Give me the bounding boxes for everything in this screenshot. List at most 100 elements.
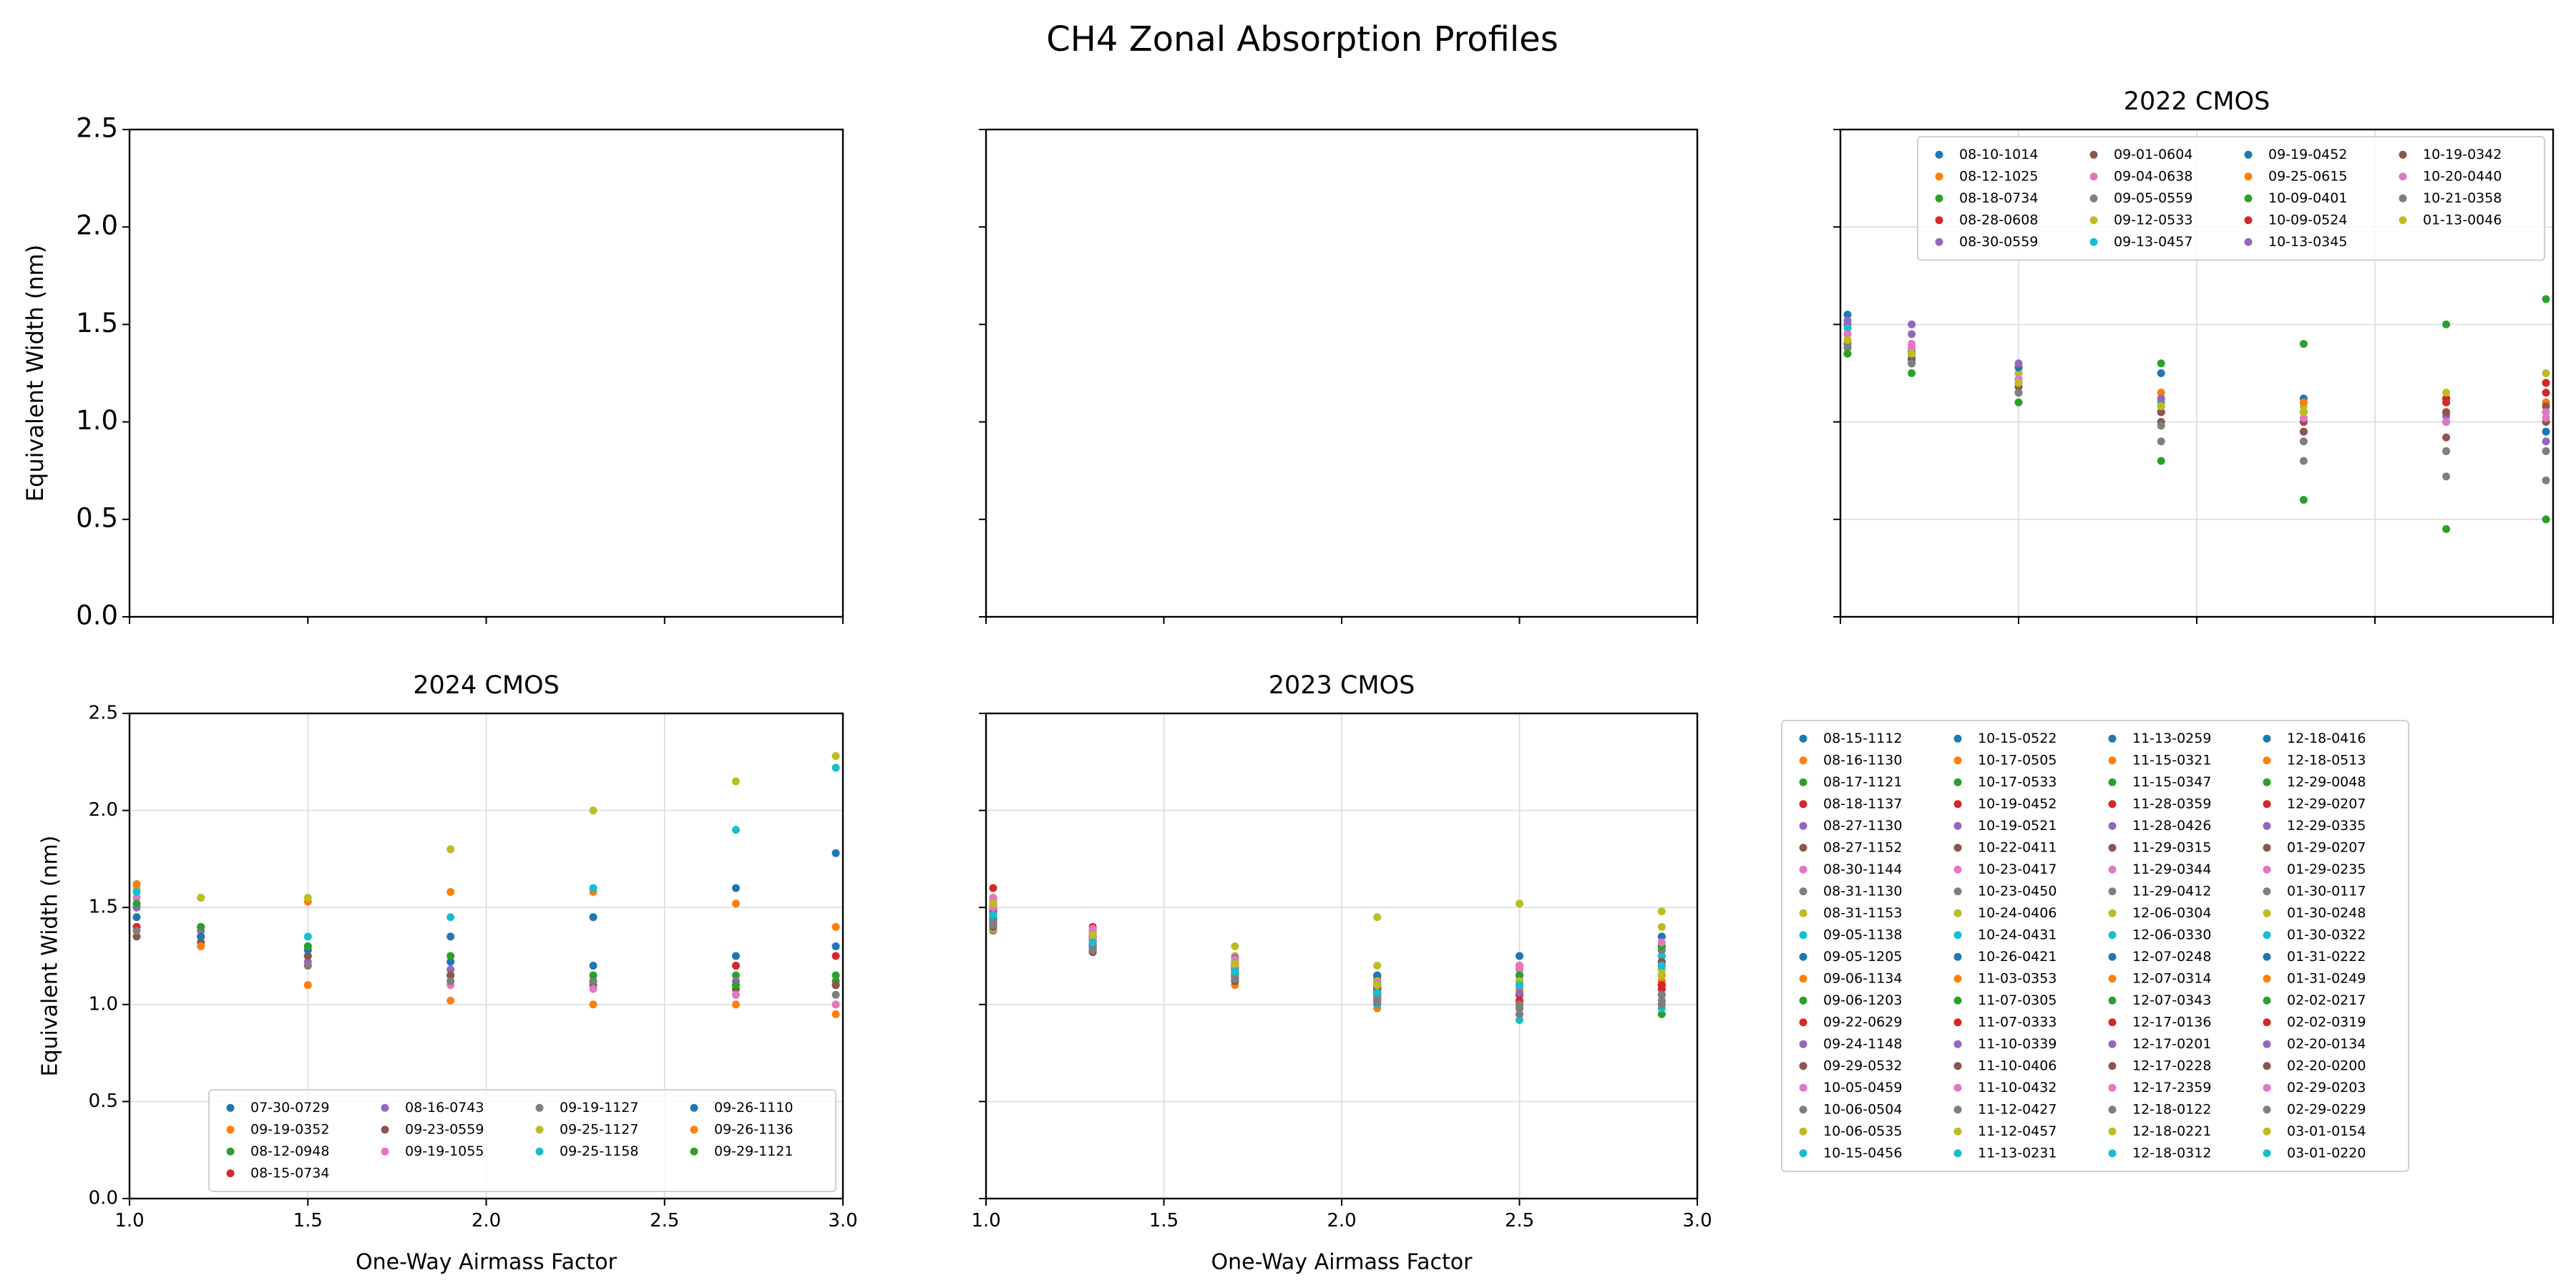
legend-label: 10-05-0459 bbox=[1823, 1080, 1902, 1096]
data-point bbox=[831, 981, 840, 990]
legend-marker bbox=[2263, 1127, 2271, 1136]
legend-marker bbox=[1799, 1106, 1807, 1114]
data-point bbox=[731, 777, 740, 786]
legend-marker bbox=[381, 1103, 389, 1112]
data-point bbox=[303, 894, 312, 902]
legend-marker bbox=[1953, 756, 1962, 765]
data-point bbox=[2542, 408, 2550, 416]
legend-marker bbox=[2108, 996, 2117, 1005]
data-point bbox=[589, 962, 597, 970]
legend-label: 02-29-0203 bbox=[2287, 1080, 2366, 1096]
legend-label: 01-29-0207 bbox=[2287, 839, 2366, 855]
data-point bbox=[2157, 369, 2165, 377]
legend-label: 03-01-0154 bbox=[2287, 1123, 2366, 1139]
legend-label: 12-17-0228 bbox=[2132, 1058, 2211, 1073]
data-point bbox=[1088, 938, 1097, 947]
data-point bbox=[132, 932, 141, 941]
legend-marker bbox=[1799, 1040, 1807, 1048]
data-point bbox=[2157, 402, 2165, 411]
legend-label: 09-25-1158 bbox=[560, 1143, 638, 1159]
legend-marker bbox=[381, 1126, 389, 1134]
data-point bbox=[2542, 402, 2550, 411]
legend-marker bbox=[1799, 909, 1807, 917]
data-point bbox=[1516, 989, 1523, 997]
data-point bbox=[2299, 340, 2308, 348]
legend-label: 12-18-0221 bbox=[2132, 1123, 2211, 1139]
legend-label: 09-25-0615 bbox=[2268, 168, 2347, 184]
legend-marker bbox=[1953, 975, 1962, 983]
data-point bbox=[2442, 418, 2451, 426]
legend-label: 09-19-1127 bbox=[560, 1100, 638, 1116]
legend-label: 10-23-0450 bbox=[1978, 883, 2057, 899]
legend-label: 09-06-1134 bbox=[1823, 970, 1902, 986]
legend-label: 08-28-0608 bbox=[1959, 212, 2038, 228]
legend-marker bbox=[381, 1147, 389, 1156]
legend-marker bbox=[226, 1169, 235, 1178]
x-tick-label: 3.0 bbox=[828, 1210, 857, 1231]
legend-label: 10-17-0533 bbox=[1978, 774, 2057, 790]
data-point bbox=[447, 957, 455, 966]
legend-marker bbox=[1799, 996, 1807, 1005]
legend-label: 09-05-0559 bbox=[2114, 190, 2192, 206]
data-point bbox=[1516, 981, 1523, 990]
data-point bbox=[447, 888, 455, 897]
y-axis-label: Equivalent Width (nm) bbox=[38, 836, 63, 1077]
legend-marker bbox=[2108, 734, 2117, 743]
legend-marker bbox=[2263, 1149, 2271, 1158]
legend-label: 09-26-1136 bbox=[714, 1121, 793, 1137]
legend-marker bbox=[1953, 909, 1962, 917]
legend-label: 09-12-0533 bbox=[2114, 212, 2192, 228]
legend-label: 12-17-2359 bbox=[2132, 1080, 2211, 1096]
data-point bbox=[731, 981, 740, 990]
legend-marker bbox=[1799, 887, 1807, 896]
legend-label: 10-15-0456 bbox=[1823, 1145, 1902, 1161]
legend-label: 08-30-0559 bbox=[1959, 234, 2038, 250]
legend-label: 12-18-0416 bbox=[2287, 731, 2366, 746]
legend-label: 12-18-0122 bbox=[2132, 1101, 2211, 1117]
legend-marker bbox=[1799, 800, 1807, 809]
legend-label: 09-29-0532 bbox=[1823, 1058, 1902, 1073]
data-point bbox=[1843, 311, 1852, 319]
legend-label: 10-09-0401 bbox=[2268, 190, 2347, 206]
data-point bbox=[731, 1000, 740, 1009]
legend-marker bbox=[2263, 975, 2271, 983]
legend-marker bbox=[2108, 778, 2117, 786]
legend-marker bbox=[2263, 778, 2271, 786]
legend-label: 11-29-0315 bbox=[2132, 839, 2211, 855]
legend-marker bbox=[2244, 172, 2253, 181]
legend-marker bbox=[2263, 800, 2271, 809]
data-point bbox=[303, 962, 312, 970]
data-point bbox=[447, 965, 455, 974]
data-point bbox=[1843, 330, 1852, 338]
data-point bbox=[1908, 359, 1916, 368]
legend-marker bbox=[1953, 1083, 1962, 1092]
data-point bbox=[447, 932, 455, 941]
data-point bbox=[1908, 369, 1916, 377]
legend-label: 10-23-0417 bbox=[1978, 862, 2057, 877]
data-point bbox=[2442, 472, 2451, 481]
legend-marker bbox=[1935, 150, 1943, 159]
data-point bbox=[1657, 907, 1666, 916]
data-point bbox=[2542, 476, 2550, 484]
data-point bbox=[1373, 981, 1382, 990]
legend-marker bbox=[1953, 865, 1962, 874]
data-point bbox=[831, 942, 840, 950]
data-point bbox=[2442, 394, 2451, 403]
y-tick-label: 1.0 bbox=[76, 405, 118, 436]
legend-label: 10-09-0524 bbox=[2268, 212, 2347, 228]
legend-label: 08-31-1153 bbox=[1823, 905, 1902, 921]
legend-marker bbox=[1799, 821, 1807, 830]
legend-label: 09-19-0452 bbox=[2268, 147, 2347, 162]
legend-marker bbox=[1799, 1062, 1807, 1070]
legend-box bbox=[208, 1089, 836, 1192]
data-point bbox=[1843, 349, 1852, 358]
data-point bbox=[447, 913, 455, 922]
legend-label: 09-26-1110 bbox=[714, 1100, 793, 1116]
data-point bbox=[831, 990, 840, 999]
legend-marker bbox=[1953, 1062, 1962, 1070]
data-point bbox=[2542, 369, 2550, 377]
data-point bbox=[303, 932, 312, 941]
legend-marker bbox=[1799, 952, 1807, 961]
legend-marker bbox=[535, 1126, 544, 1134]
legend-marker bbox=[2108, 952, 2117, 961]
